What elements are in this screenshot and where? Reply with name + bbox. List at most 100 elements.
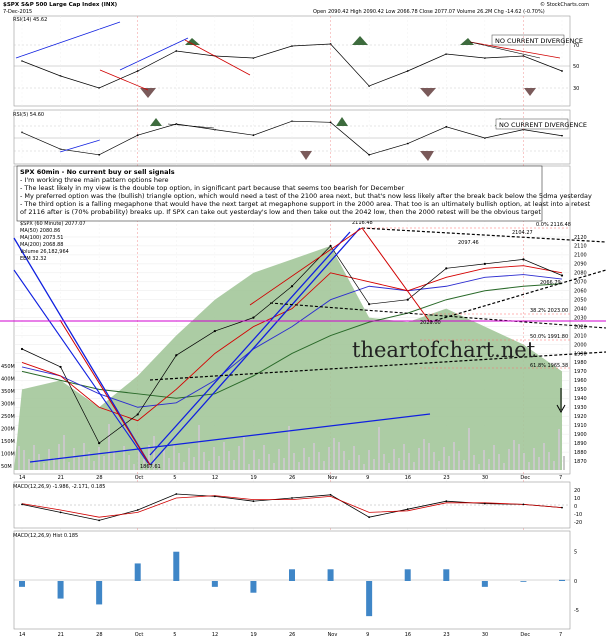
price-point-12 [483, 262, 486, 265]
volume-bar [208, 461, 210, 470]
hist-bar-10 [404, 569, 411, 581]
rsi5-trend-black [167, 123, 215, 129]
volume-bar [198, 425, 200, 470]
y-tick-2060: 2060 [574, 289, 587, 295]
rsi5-line-point-3 [136, 134, 139, 137]
fib-label-618: 61.8% 1965.38 [530, 363, 568, 369]
volume-bar [218, 456, 220, 470]
volume-bar [38, 454, 40, 470]
macd-point-13 [522, 503, 525, 506]
volume-bar [273, 463, 275, 470]
header-credit: © StockCharts.com [540, 1, 589, 8]
volume-bar [458, 451, 460, 470]
macd-label: MACD(12,26,9) -1.986, -2.171, 0.185 [13, 484, 105, 490]
xticks-bottom-tick-11: 23 [443, 632, 449, 638]
volume-bar [298, 462, 300, 470]
y-tick-1920: 1920 [574, 414, 587, 420]
volume-bar [523, 453, 525, 470]
price-point-14 [560, 274, 564, 277]
rsi14-label: RSI(14) 45.62 [13, 17, 47, 23]
legend-eem: EEM 32.32 [20, 256, 47, 262]
volume-bar [103, 456, 105, 470]
macd-point-14 [561, 506, 563, 509]
rsi14-trend-red-1 [99, 69, 149, 91]
xticks-main-tick-11: 23 [443, 475, 449, 481]
price-point-1 [59, 365, 62, 369]
rsi14-fill-high-2 [352, 36, 368, 45]
volume-bar [398, 458, 400, 470]
volume-bar [528, 462, 530, 470]
xticks-main-tick-10: 16 [405, 475, 411, 481]
volume-bars [18, 424, 565, 470]
legend-ma200: MA(200) 2068.88 [20, 242, 63, 248]
rsi5-trend-blue [59, 139, 101, 153]
volume-bar [498, 454, 500, 470]
rsi5-fill-low-1 [300, 151, 312, 160]
hist-bar-11 [443, 569, 450, 581]
rsi14-tick-30: 30 [573, 86, 579, 92]
trend-red-2 [361, 227, 431, 323]
price-y-axis: 1870 1880 1890 1900 1910 1920 1930 1940 1950 1960… [574, 235, 587, 465]
trend-blue-wedge [13, 237, 151, 466]
volume-bar [478, 464, 480, 470]
xticks-main-tick-9: 9 [366, 475, 369, 481]
rsi5-line-point-2 [98, 153, 101, 156]
volume-bar [443, 447, 445, 470]
hist-bar-1 [57, 581, 64, 599]
volume-bar [128, 455, 130, 470]
bottom-x-axis: 14 21 28 Oct 5 12 19 26 Nov 9 16 23 30 Dec 7 [19, 632, 562, 638]
y-tick-2070: 2070 [574, 280, 587, 286]
volume-bar [428, 443, 430, 470]
volume-tick-2: 350M [1, 389, 15, 395]
target-arrow [556, 388, 566, 414]
rsi5-line-point-11 [445, 125, 448, 128]
volume-bar [563, 456, 565, 470]
hist-bar-6 [250, 581, 257, 593]
macd-tick-2: 0 [574, 504, 577, 510]
hist-bar-14 [559, 579, 565, 581]
xticks-main-tick-1: 21 [58, 475, 64, 481]
volume-bar [408, 453, 410, 470]
rsi5-line-point-10 [406, 142, 409, 145]
volume-bar [243, 437, 245, 470]
volume-bar [203, 452, 205, 470]
hist-bar-5 [211, 581, 218, 587]
price-point-8 [329, 244, 332, 248]
macd-signal-line [21, 495, 563, 518]
xticks-main-tick-14: 7 [559, 475, 562, 481]
volume-bar [388, 463, 390, 470]
volume-bar [483, 450, 485, 470]
hist-bar-3 [134, 563, 141, 581]
hist-tick-1: 0 [574, 579, 577, 585]
header-date: 7-Dec-2015 [3, 9, 32, 15]
volume-bar [538, 457, 540, 470]
volume-tick-0: 450M [1, 364, 15, 370]
macd-hist-bars [19, 551, 565, 617]
hist-bar-13 [520, 581, 527, 582]
trend-blue-wedge-2 [13, 269, 149, 464]
rsi14-panel: RSI(14) 45.62 70 50 30 NO CURRENT DIVERG… [13, 15, 583, 107]
volume-bar [503, 463, 505, 470]
macd-hist-label: MACD(12,26,9) Hist 0.185 [13, 533, 78, 539]
macd-point-9 [368, 516, 371, 519]
price-point-9 [368, 303, 371, 306]
volume-bar [98, 447, 100, 470]
volume-bar [453, 442, 455, 470]
macd-tick-0: 20 [574, 488, 580, 494]
y-tick-2120: 2120 [574, 235, 587, 241]
trend-black-megaphone [149, 351, 606, 381]
y-tick-1930: 1930 [574, 405, 587, 411]
volume-bar [28, 459, 30, 470]
volume-bar [548, 452, 550, 470]
legend-ma50: MA(50) 2080.86 [20, 228, 60, 234]
volume-bar [43, 463, 45, 470]
macd-points [21, 493, 563, 522]
xticks-bottom-tick-10: 16 [405, 632, 411, 638]
price-point-0 [20, 347, 24, 351]
volume-tick-6: 150M [1, 439, 15, 445]
volume-bar [508, 449, 510, 470]
volume-bar [33, 445, 35, 470]
price-x-axis: 14 21 28 Oct 5 12 19 26 Nov 9 16 23 30 Dec 7 [19, 475, 562, 481]
macd-point-5 [213, 495, 216, 498]
volume-bar [448, 456, 450, 470]
